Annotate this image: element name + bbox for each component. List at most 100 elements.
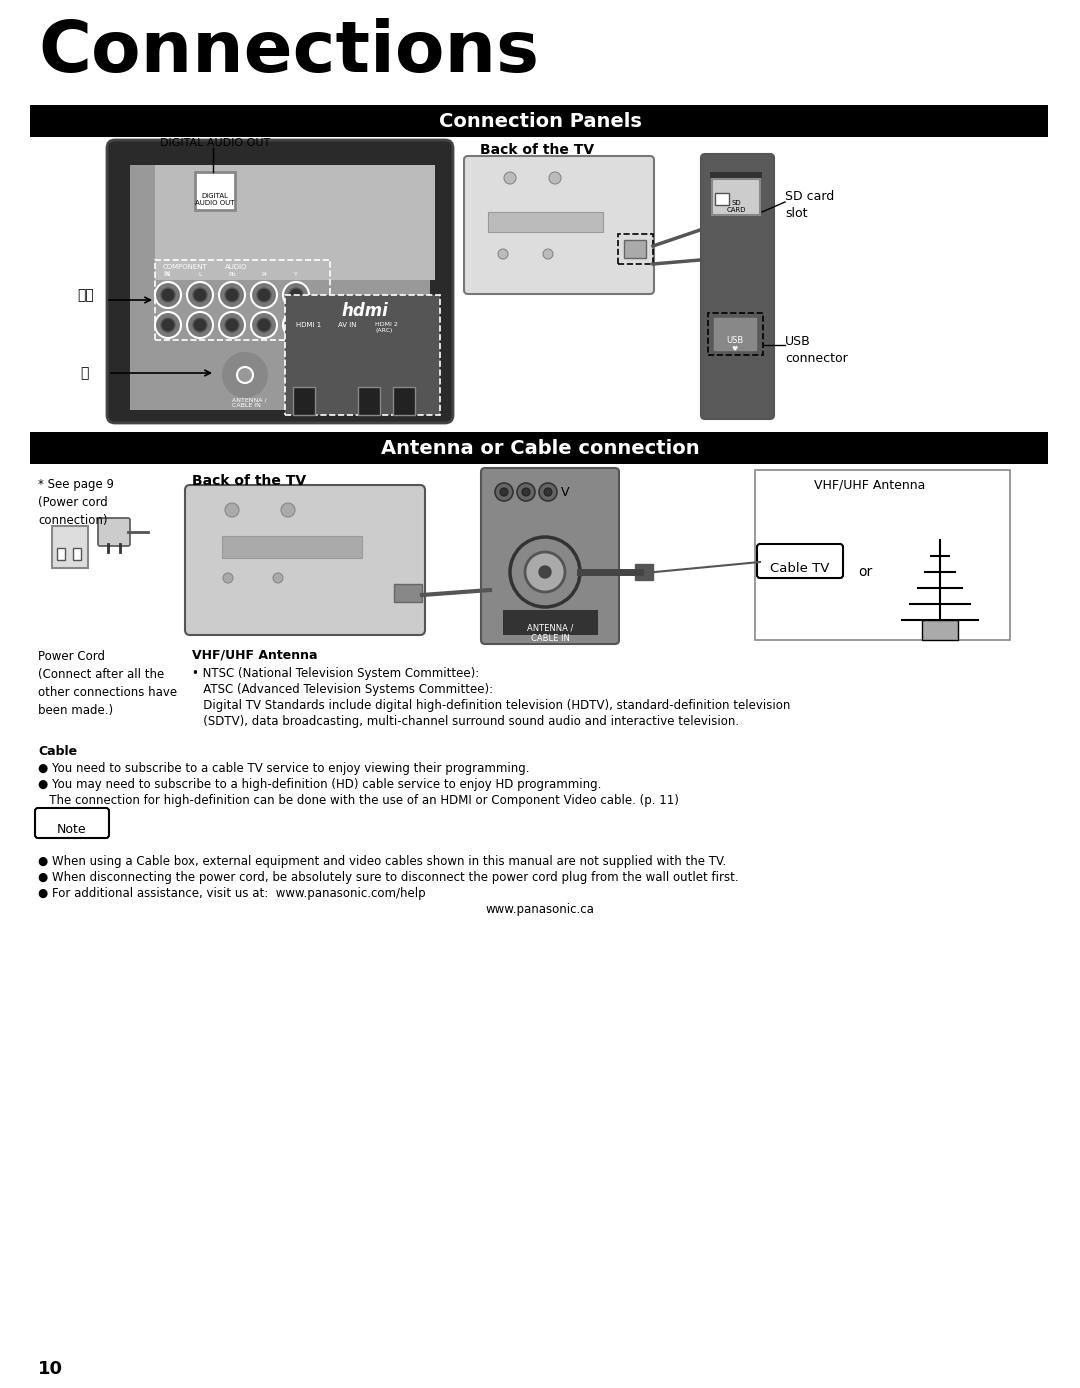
Circle shape xyxy=(500,489,508,496)
Text: Cable: Cable xyxy=(38,745,77,758)
Circle shape xyxy=(498,248,508,260)
Circle shape xyxy=(193,287,207,303)
Text: The connection for high-definition can be done with the use of an HDMI or Compon: The connection for high-definition can b… xyxy=(38,794,679,806)
Circle shape xyxy=(549,172,561,185)
FancyBboxPatch shape xyxy=(35,808,109,838)
Text: Pr: Pr xyxy=(261,272,267,278)
Text: ANTENNA /
CABLE IN: ANTENNA / CABLE IN xyxy=(527,623,573,643)
Circle shape xyxy=(539,566,551,577)
Text: DIGITAL AUDIO OUT: DIGITAL AUDIO OUT xyxy=(160,137,270,149)
Circle shape xyxy=(187,282,213,308)
Circle shape xyxy=(251,282,276,308)
Text: SD card
slot: SD card slot xyxy=(785,190,834,221)
Circle shape xyxy=(539,483,557,501)
Text: ● When disconnecting the power cord, be absolutely sure to disconnect the power : ● When disconnecting the power cord, be … xyxy=(38,872,739,884)
Circle shape xyxy=(219,312,245,339)
Circle shape xyxy=(193,318,207,332)
Circle shape xyxy=(283,312,309,339)
Bar xyxy=(624,240,646,258)
Bar xyxy=(222,536,362,558)
Circle shape xyxy=(225,502,239,516)
Text: www.panasonic.ca: www.panasonic.ca xyxy=(486,904,594,916)
Bar xyxy=(712,179,760,215)
FancyBboxPatch shape xyxy=(481,468,619,644)
Bar xyxy=(30,432,1048,464)
Text: ● You need to subscribe to a cable TV service to enjoy viewing their programming: ● You need to subscribe to a cable TV se… xyxy=(38,762,529,775)
Text: Pb: Pb xyxy=(228,272,235,278)
Circle shape xyxy=(251,312,276,339)
Text: ● For additional assistance, visit us at:  www.panasonic.com/help: ● For additional assistance, visit us at… xyxy=(38,887,426,899)
FancyBboxPatch shape xyxy=(98,518,130,545)
Bar xyxy=(57,548,65,559)
Text: VHF/UHF Antenna: VHF/UHF Antenna xyxy=(814,477,926,491)
Circle shape xyxy=(222,573,233,583)
Text: USB: USB xyxy=(727,336,744,346)
Bar xyxy=(73,548,81,559)
Text: Power Cord
(Connect after all the
other connections have
been made.): Power Cord (Connect after all the other … xyxy=(38,650,177,718)
Bar xyxy=(357,387,380,415)
Circle shape xyxy=(156,312,181,339)
Text: Y: Y xyxy=(294,272,298,278)
Text: • NTSC (National Television System Committee):: • NTSC (National Television System Commi… xyxy=(192,668,480,680)
Bar xyxy=(710,172,762,178)
Bar xyxy=(618,235,653,264)
Text: Back of the TV: Back of the TV xyxy=(192,473,306,489)
Text: HDMI 1: HDMI 1 xyxy=(296,322,321,328)
FancyBboxPatch shape xyxy=(464,155,654,294)
Circle shape xyxy=(517,483,535,501)
Text: ATSC (Advanced Television Systems Committee):: ATSC (Advanced Television Systems Commit… xyxy=(192,683,494,695)
Text: ANTENNA /
CABLE IN: ANTENNA / CABLE IN xyxy=(232,397,267,408)
Text: 10: 10 xyxy=(38,1360,63,1378)
Text: ⒷⒸ: ⒷⒸ xyxy=(77,287,94,303)
Circle shape xyxy=(225,287,239,303)
Circle shape xyxy=(525,552,565,593)
Text: Connection Panels: Connection Panels xyxy=(438,111,642,130)
Bar xyxy=(488,212,603,232)
Circle shape xyxy=(495,483,513,501)
Bar xyxy=(708,314,762,355)
Text: COMPONENT
IN: COMPONENT IN xyxy=(163,264,207,278)
Text: (SDTV), data broadcasting, multi-channel surround sound audio and interactive te: (SDTV), data broadcasting, multi-channel… xyxy=(192,715,739,727)
Circle shape xyxy=(289,287,303,303)
Circle shape xyxy=(544,489,552,496)
Text: ● You may need to subscribe to a high-definition (HD) cable service to enjoy HD : ● You may need to subscribe to a high-de… xyxy=(38,779,602,791)
Circle shape xyxy=(257,318,271,332)
Text: Digital TV Standards include digital high-definition television (HDTV), standard: Digital TV Standards include digital hig… xyxy=(192,700,791,712)
Circle shape xyxy=(510,537,580,607)
Circle shape xyxy=(237,366,253,383)
Bar xyxy=(715,193,729,205)
Circle shape xyxy=(257,287,271,303)
Bar xyxy=(30,105,1048,137)
Bar xyxy=(635,564,653,580)
Circle shape xyxy=(161,287,175,303)
Bar xyxy=(293,387,315,415)
Text: DIGITAL
AUDIO OUT: DIGITAL AUDIO OUT xyxy=(195,193,234,205)
Text: hdmi: hdmi xyxy=(341,303,389,321)
Bar xyxy=(393,387,415,415)
Bar xyxy=(285,296,440,415)
Circle shape xyxy=(161,318,175,332)
Text: Connections: Connections xyxy=(38,18,539,87)
Bar xyxy=(714,318,756,350)
Text: Note: Note xyxy=(57,823,86,836)
Circle shape xyxy=(522,489,530,496)
Bar xyxy=(130,165,430,409)
Text: R: R xyxy=(166,272,171,278)
Bar xyxy=(156,165,435,280)
Text: AV IN: AV IN xyxy=(338,322,356,328)
Text: Cable TV: Cable TV xyxy=(770,562,829,575)
FancyBboxPatch shape xyxy=(701,154,774,419)
Text: V: V xyxy=(561,486,569,498)
Text: HDMI 2
(ARC): HDMI 2 (ARC) xyxy=(375,322,397,333)
Bar xyxy=(195,172,235,210)
Text: USB
connector: USB connector xyxy=(785,335,848,365)
FancyBboxPatch shape xyxy=(185,484,426,634)
Text: L: L xyxy=(199,272,202,278)
Text: ♥: ♥ xyxy=(732,346,738,353)
Text: Back of the TV: Back of the TV xyxy=(480,143,594,157)
Bar xyxy=(922,620,958,640)
Text: or: or xyxy=(858,565,873,579)
FancyBboxPatch shape xyxy=(107,140,453,423)
Circle shape xyxy=(281,502,295,516)
Text: ● When using a Cable box, external equipment and video cables shown in this manu: ● When using a Cable box, external equip… xyxy=(38,855,726,868)
